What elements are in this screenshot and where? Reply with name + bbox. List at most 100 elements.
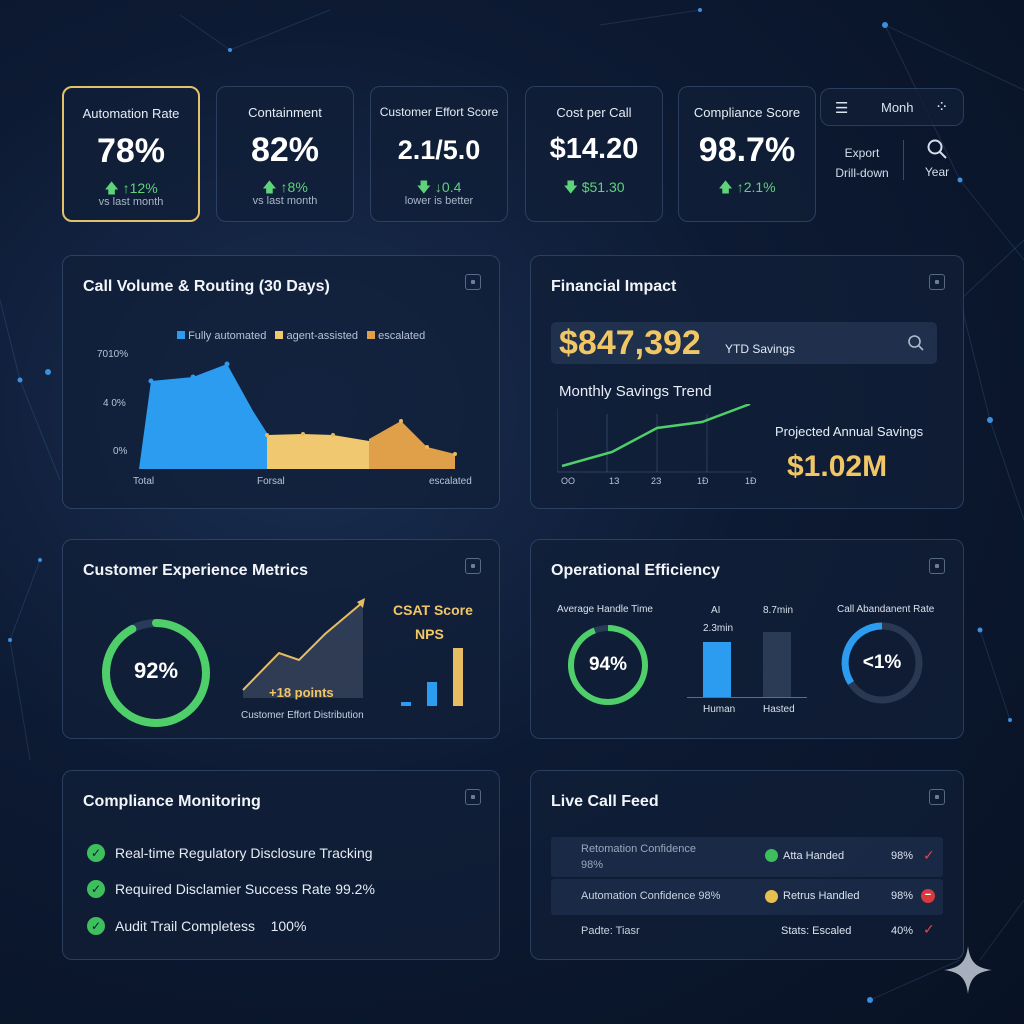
- arrow-up-icon: 🡅: [718, 179, 737, 195]
- expand-icon[interactable]: [929, 274, 945, 290]
- feed-row-status: Stats: Escaled: [781, 925, 852, 937]
- kpi-sub: vs last month: [98, 196, 164, 208]
- panel-title: Financial Impact: [551, 278, 677, 295]
- aht-ring-progress: [568, 625, 648, 705]
- kpi-value: 2.1/5.0: [397, 135, 481, 165]
- kpi-delta: 🡇 ↓0.4: [416, 179, 462, 195]
- ai-handle-bar: [703, 642, 731, 697]
- aht-ring-value: 94%: [588, 654, 628, 675]
- feed-row-status: Retrus Handled: [783, 890, 860, 902]
- bar-baseline: [687, 697, 807, 698]
- human-handle-bar: [763, 632, 791, 697]
- period-label[interactable]: Monh: [881, 100, 914, 115]
- kpi-sub: lower is better: [404, 195, 474, 207]
- export-drilldown-button[interactable]: Export Drill-down: [830, 143, 894, 183]
- kpi-delta: 🡇 $51.30: [563, 179, 625, 195]
- nps-label: NPS: [415, 626, 444, 642]
- ytd-savings-bar: $847,392 YTD Savings: [551, 322, 937, 364]
- projected-label: Projected Annual Savings: [775, 424, 924, 439]
- x-tick: 1З: [609, 476, 620, 486]
- csat-ring-value: 92%: [133, 658, 179, 683]
- kpi-value: 78%: [96, 132, 166, 170]
- compliance-monitoring-panel: Compliance Monitoring ✓ Real-time Regula…: [62, 770, 500, 960]
- kpi-delta: 🡅 ↑2.1%: [718, 179, 776, 195]
- feed-row[interactable]: Automation Confidence 98% Retrus Handled…: [551, 879, 943, 915]
- kpi-card-cost-per-call[interactable]: Cost per Call $14.20 🡇 $51.30: [525, 86, 663, 222]
- area-escalated: [369, 421, 455, 469]
- check-circle-icon: ✓: [87, 880, 105, 898]
- abandon-ring-progress: [841, 622, 883, 685]
- drilldown-label: Drill-down: [835, 166, 889, 180]
- panel-title: Operational Efficiency: [551, 562, 720, 579]
- legend-escalated: escalated: [378, 330, 426, 342]
- feed-row-text: 98%: [581, 859, 604, 871]
- search-icon: [927, 139, 947, 159]
- arrow-up-icon: 🡅: [104, 180, 123, 196]
- feed-row-text: Padte: Tiasr: [581, 925, 640, 937]
- live-call-feed-panel: Live Call Feed Retomation Confidence 98%…: [530, 770, 964, 960]
- effort-distribution-bars: [401, 648, 463, 706]
- effort-distribution-label: Customer Effort Distribution: [241, 710, 364, 721]
- year-search-button[interactable]: Year: [914, 138, 960, 179]
- y-tick: 0%: [113, 446, 128, 457]
- chart-legend: Fully automated agent-assisted escalated: [177, 330, 425, 342]
- export-label: Export: [844, 146, 880, 160]
- nps-points: +18 points: [269, 685, 334, 700]
- projected-value: $1.02M: [787, 450, 888, 483]
- sparkle-menu-icon[interactable]: ⁘: [935, 99, 949, 116]
- x-label: escalated: [429, 476, 472, 487]
- expand-icon[interactable]: [929, 789, 945, 805]
- kpi-card-automation-rate[interactable]: Automation Rate 78% 🡅 ↑12% vs last month: [62, 86, 200, 222]
- nps-trend-area: [243, 602, 363, 698]
- kpi-card-compliance-score[interactable]: Compliance Score 98.7% 🡅 ↑2.1%: [678, 86, 816, 222]
- x-tick: 1Đ: [697, 476, 709, 486]
- legend-automated: Fully automated: [188, 330, 267, 342]
- kpi-value: 98.7%: [698, 131, 796, 169]
- panel-title: Compliance Monitoring: [83, 793, 261, 810]
- kpi-card-containment[interactable]: Containment 82% 🡅 ↑8% vs last month: [216, 86, 354, 222]
- period-selector[interactable]: ☰ Monh ⁘: [820, 88, 964, 126]
- nps-trend-chart: [242, 598, 365, 698]
- call-volume-panel: Call Volume & Routing (30 Days) Fully au…: [62, 255, 500, 509]
- compliance-item: Real-time Regulatory Disclosure Tracking: [115, 845, 373, 861]
- feed-row-pct: 98%: [891, 890, 914, 902]
- compliance-item: Required Disclamier Success Rate 99.2%: [115, 881, 375, 897]
- search-icon[interactable]: [907, 334, 925, 352]
- kpi-value: 82%: [250, 131, 320, 169]
- feed-row-status: Atta Handed: [783, 850, 845, 862]
- legend-swatch-automated: [177, 331, 185, 339]
- ai-time: 2.3min: [703, 623, 734, 634]
- csat-ring-progress: [102, 619, 210, 727]
- kpi-card-customer-effort[interactable]: Customer Effort Score 2.1/5.0 🡇 ↓0.4 low…: [370, 86, 508, 222]
- controls-divider: [903, 140, 904, 180]
- feed-row-pct: 40%: [891, 925, 914, 937]
- financial-impact-panel: Financial Impact $847,392 YTD Savings Mo…: [530, 255, 964, 509]
- aht-label: Average Handle Time: [557, 604, 653, 615]
- expand-icon[interactable]: [465, 558, 481, 574]
- bar-label-hasted: Hasted: [763, 704, 795, 715]
- operational-efficiency-panel: Operational Efficiency Average Handle Ti…: [530, 539, 964, 739]
- ytd-savings-value: $847,392: [559, 324, 701, 362]
- legend-assisted: agent-assisted: [286, 330, 358, 342]
- x-tick: 1Đ: [745, 476, 757, 486]
- kpi-label: Cost per Call: [556, 105, 632, 120]
- savings-trend-chart: [557, 404, 752, 473]
- nps-trend-line: [242, 601, 364, 691]
- expand-icon[interactable]: [929, 558, 945, 574]
- expand-icon[interactable]: [465, 789, 481, 805]
- bar-label-human: Human: [703, 704, 736, 715]
- check-icon: ✓: [923, 921, 935, 937]
- area-fully-automated: [139, 364, 267, 469]
- list-icon[interactable]: ☰: [835, 100, 849, 117]
- feed-row[interactable]: Retomation Confidence 98% Atta Handed 98…: [551, 837, 943, 877]
- x-tick: OO: [561, 476, 576, 486]
- check-icon: ✓: [923, 847, 935, 863]
- expand-icon[interactable]: [465, 274, 481, 290]
- arrow-down-icon: 🡇: [416, 179, 435, 195]
- legend-swatch-assisted: [275, 331, 284, 339]
- aht-ring: [568, 625, 648, 705]
- arrow-down-icon: 🡇: [563, 179, 582, 195]
- data-points-automated: [148, 361, 230, 384]
- feed-row-text: Automation Confidence 98%: [581, 890, 721, 902]
